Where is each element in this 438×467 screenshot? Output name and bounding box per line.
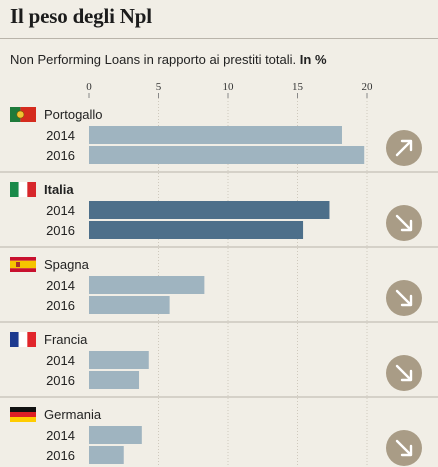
bar-italia-2014 [89, 201, 330, 219]
country-group: Italia 2014 2016 [10, 182, 422, 241]
chart-title: Il peso degli Npl [10, 4, 152, 28]
trend-arrow-shaft [395, 439, 412, 456]
country-group: Spagna 2014 2016 [10, 257, 422, 316]
trend-arrow-head [400, 219, 413, 232]
flag-stripe [10, 268, 36, 272]
flag-stripe [10, 257, 36, 261]
trend-arrow-head [400, 444, 413, 457]
country-label: Italia [44, 182, 74, 197]
trend-arrow-head [400, 294, 413, 307]
flag-stripe [10, 107, 21, 122]
bar-spagna-2016 [89, 296, 170, 314]
axis-tick-label: 15 [292, 81, 304, 93]
flag-stripe [10, 407, 36, 412]
flag-stripe [27, 332, 36, 347]
flag-stripe [20, 107, 36, 122]
flag-emblem [16, 262, 20, 267]
bar-germania-2014 [89, 426, 142, 444]
trend-arrow-shaft [395, 289, 412, 306]
flag-stripe [10, 260, 36, 269]
axis-tick-label: 20 [362, 81, 374, 93]
country-group: Francia 2014 2016 [10, 332, 422, 391]
flag-stripe [10, 417, 36, 422]
bar-francia-2016 [89, 371, 140, 389]
year-label: 2016 [46, 448, 75, 463]
year-label: 2014 [46, 428, 75, 443]
trend-arrow-shaft [395, 140, 412, 157]
subtitle-text: Non Performing Loans in rapporto ai pres… [10, 52, 297, 67]
country-group: Portogallo 2014 2016 [10, 107, 422, 166]
country-label: Germania [44, 407, 102, 422]
flag-stripe [10, 182, 19, 197]
trend-arrow-shaft [395, 364, 412, 381]
chart-subtitle: Non Performing Loans in rapporto ai pres… [10, 52, 327, 67]
flag-stripe [10, 412, 36, 417]
flag-emblem [16, 110, 25, 119]
bar-spagna-2014 [89, 276, 205, 294]
year-label: 2016 [46, 223, 75, 238]
year-label: 2016 [46, 298, 75, 313]
flag-stripe [27, 182, 36, 197]
trend-arrow-shaft [395, 214, 412, 231]
bar-germania-2016 [89, 446, 124, 464]
bar-francia-2014 [89, 351, 149, 369]
axis-tick-label: 5 [156, 81, 162, 93]
country-group: Germania 2014 2016 [10, 407, 422, 466]
flag-stripe [18, 332, 28, 347]
subtitle-unit: In % [299, 52, 327, 67]
year-label: 2016 [46, 148, 75, 163]
year-label: 2014 [46, 278, 75, 293]
year-label: 2016 [46, 373, 75, 388]
country-label: Portogallo [44, 107, 103, 122]
year-label: 2014 [46, 203, 75, 218]
year-label: 2014 [46, 353, 75, 368]
year-label: 2014 [46, 128, 75, 143]
flag-stripe [10, 332, 19, 347]
bar-portogallo-2016 [89, 146, 365, 164]
trend-arrow-head [400, 139, 413, 152]
country-label: Spagna [44, 257, 90, 272]
trend-arrow-head [400, 369, 413, 382]
country-label: Francia [44, 332, 88, 347]
bar-portogallo-2014 [89, 126, 342, 144]
axis-tick-label: 10 [223, 81, 235, 93]
axis-tick-label: 0 [86, 81, 92, 93]
flag-stripe [18, 182, 28, 197]
title-divider [0, 38, 438, 39]
bar-italia-2016 [89, 221, 304, 239]
